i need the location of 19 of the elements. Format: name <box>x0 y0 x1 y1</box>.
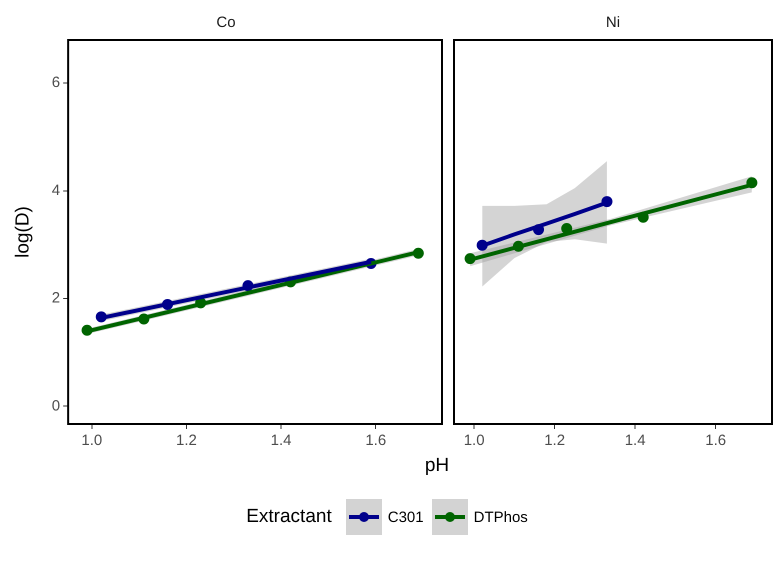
x-axis-title: pH <box>424 455 450 477</box>
x-tick-label: 1.0 <box>81 432 102 450</box>
x-tick-label: 1.2 <box>544 432 566 450</box>
x-tick-label: 1.6 <box>705 432 726 450</box>
chart-title: Co <box>216 14 236 32</box>
y-tick-label: 6 <box>52 74 60 92</box>
x-tick-label: 1.2 <box>176 432 197 450</box>
x-tick-label: 1.6 <box>365 432 386 450</box>
chart-title: Ni <box>606 14 620 32</box>
legend-label: C301 <box>388 508 424 526</box>
y-axis-title: log(D) <box>12 206 34 258</box>
x-tick-label: 1.4 <box>270 432 292 450</box>
y-tick-label: 0 <box>52 397 60 414</box>
x-tick-label: 1.0 <box>464 432 485 450</box>
y-tick-label: 2 <box>52 290 60 307</box>
legend-title: Extractant <box>246 506 332 528</box>
legend-label: DTPhos <box>474 508 528 526</box>
y-tick-label: 4 <box>52 182 60 199</box>
x-tick-label: 1.4 <box>624 432 646 450</box>
